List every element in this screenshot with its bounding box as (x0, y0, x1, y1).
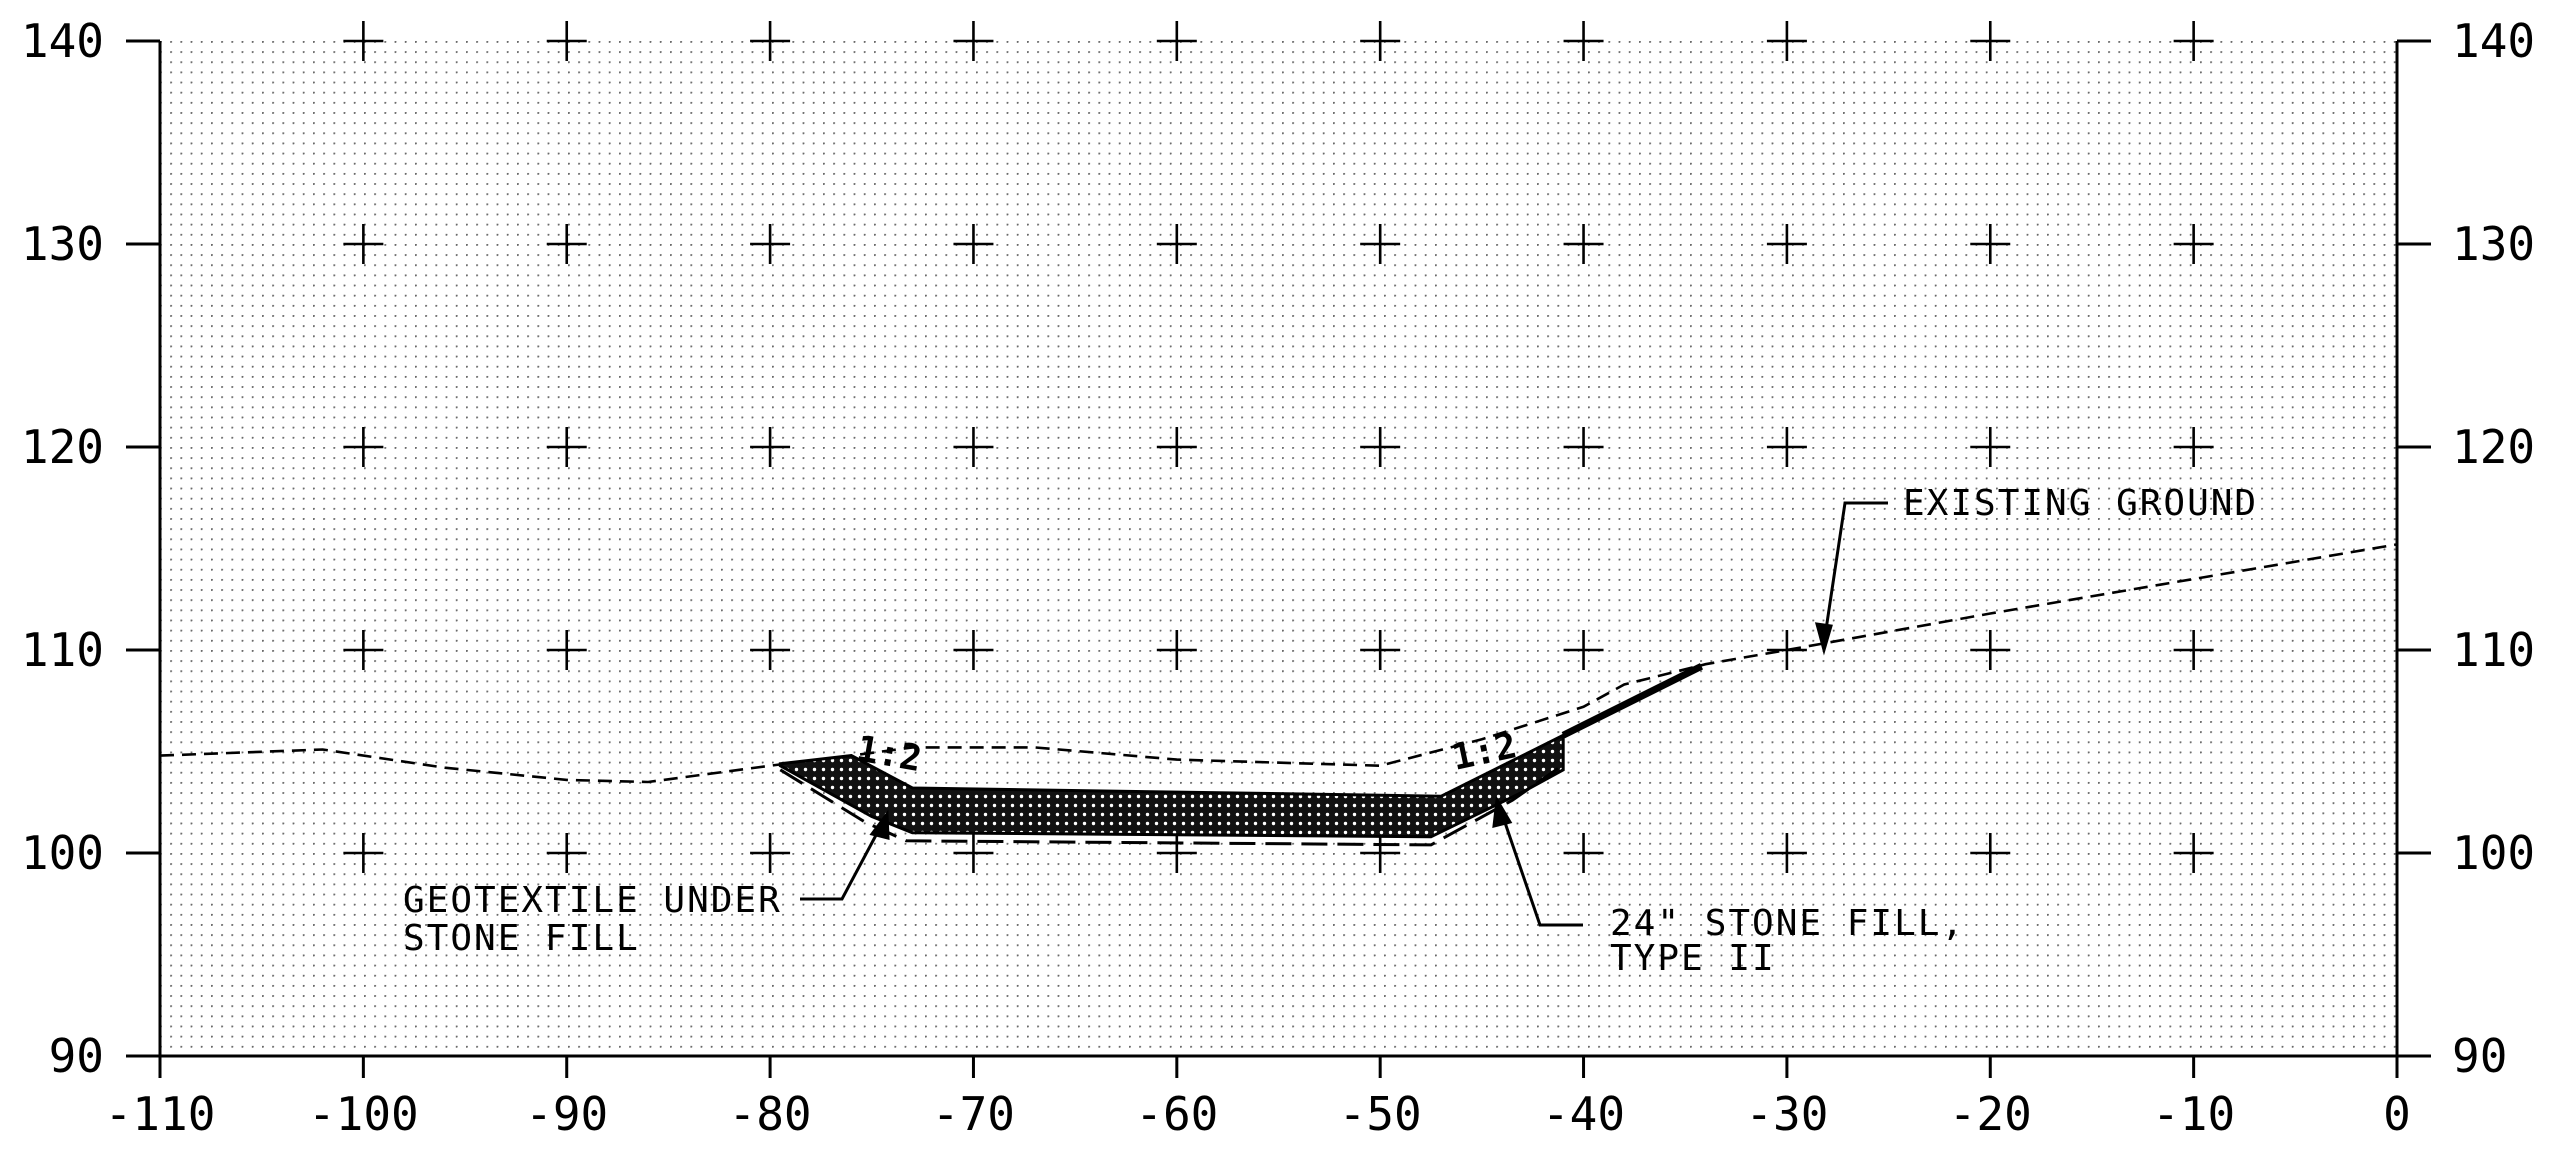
y-tick-label-right: 110 (2452, 623, 2535, 677)
geotextile-line (779, 766, 1560, 847)
y-tick-label-right: 100 (2452, 826, 2535, 880)
geotextile-note-line1: GEOTEXTILE UNDER (403, 880, 782, 921)
y-tick-label-right: 140 (2452, 14, 2535, 68)
y-tick-label-right: 120 (2452, 420, 2535, 474)
y-tick-label-right: 130 (2452, 217, 2535, 271)
grid-crosses (343, 21, 2214, 873)
x-tick-label: -70 (932, 1087, 1015, 1141)
x-tick-label: -90 (525, 1087, 608, 1141)
y-tick-label-left: 120 (21, 420, 104, 474)
stone-fill-leader (1498, 807, 1583, 927)
y-tick-label-left: 90 (49, 1029, 104, 1083)
plot-frame (158, 41, 2399, 1058)
stone-fill-note-line1: 24" STONE FILL, (1610, 903, 1965, 944)
x-tick-label: -110 (105, 1087, 216, 1141)
y-tick-label-right: 90 (2452, 1029, 2507, 1083)
stone-fill-area (778, 732, 1565, 839)
geotextile-note-line2: STONE FILL (403, 918, 640, 959)
x-tick-label: -10 (2152, 1087, 2235, 1141)
existing-ground-note: EXISTING GROUND (1903, 483, 2258, 524)
x-tick-label: 0 (2383, 1087, 2411, 1141)
x-tick-label: -80 (729, 1087, 812, 1141)
stone-fill-note-line2: TYPE II (1610, 938, 1776, 979)
y-tick-label-left: 140 (21, 14, 104, 68)
x-tick-label: -40 (1542, 1087, 1625, 1141)
existing-ground-arrowhead (1814, 622, 1833, 656)
y-tick-label-left: 110 (21, 623, 104, 677)
x-tick-label: -50 (1339, 1087, 1422, 1141)
geotextile-arrowhead (869, 809, 890, 840)
x-tick-label: -30 (1745, 1087, 1828, 1141)
x-tick-label: -60 (1135, 1087, 1218, 1141)
plot-area (160, 41, 2397, 1056)
existing-ground-line (159, 543, 2398, 784)
x-tick-label: -100 (308, 1087, 419, 1141)
x-axis: -110 -100 -90 -80 -70 -60 -50 -40 -30 -20 -10 0 (105, 1056, 2411, 1141)
stone-fill-arrowhead (1492, 795, 1513, 828)
y-tick-label-left: 100 (21, 826, 104, 880)
proposed-slope-line (1561, 663, 1704, 739)
x-tick-label: -20 (1949, 1087, 2032, 1141)
note-leaders (800, 501, 1888, 927)
y-axis: 90 90 100 100 110 110 120 120 130 130 140 140 (21, 14, 2535, 1083)
geotextile-leader (800, 821, 885, 901)
existing-ground-leader (1822, 501, 1888, 644)
y-tick-label-left: 130 (21, 217, 104, 271)
